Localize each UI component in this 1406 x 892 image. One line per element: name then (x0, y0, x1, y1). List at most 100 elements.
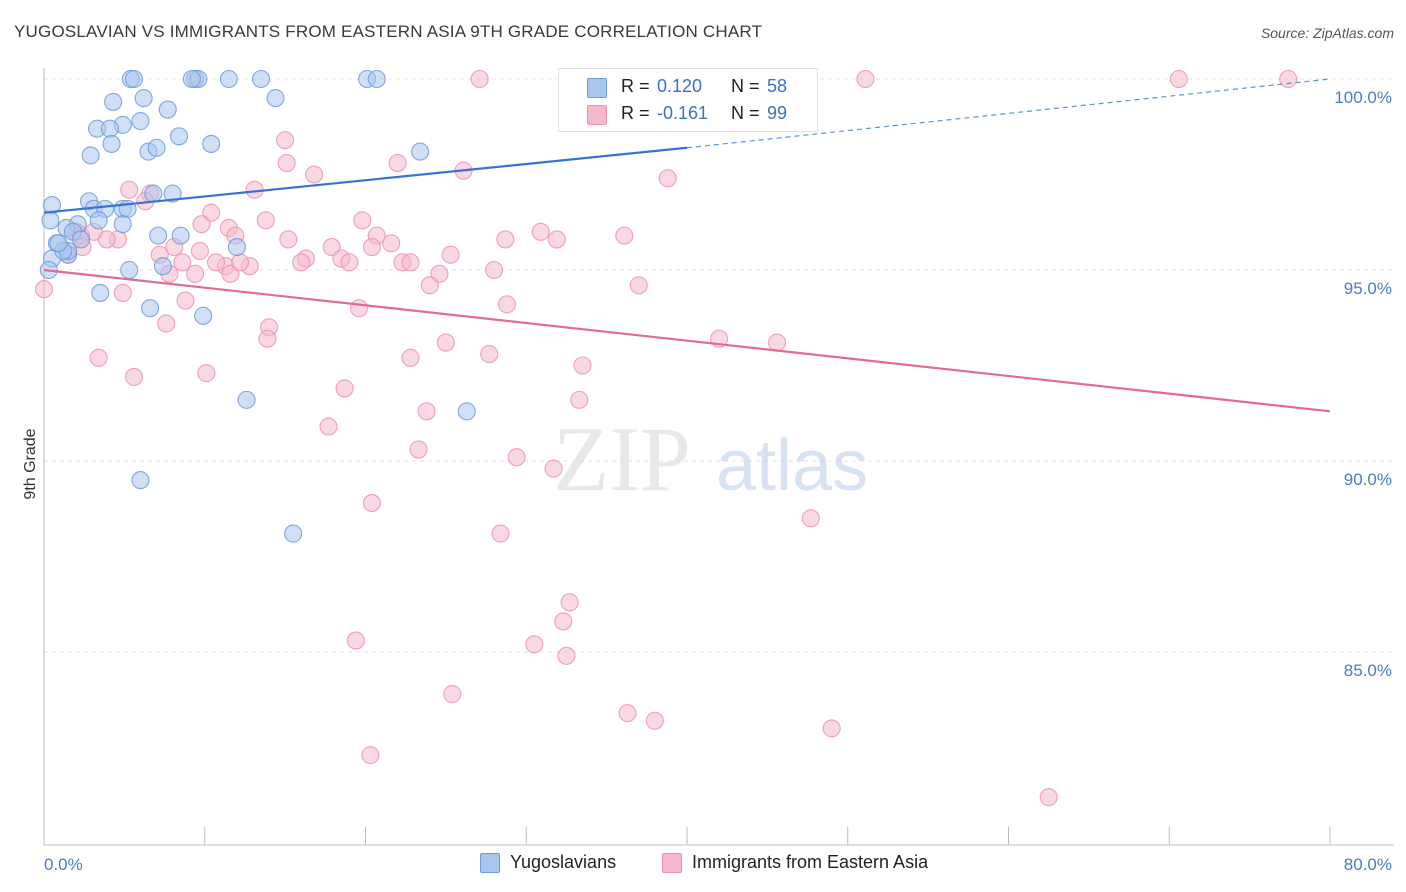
yugoslavian-point (457, 402, 476, 421)
immigrant-point (120, 180, 139, 199)
yugoslavian-point (182, 69, 201, 89)
legend-r-value: 0.120 (657, 76, 703, 96)
immigrant-point (557, 646, 576, 665)
immigrant-trend-line (43, 268, 1331, 413)
immigrant-point (1169, 69, 1188, 89)
legend-n-label: N = (731, 103, 760, 123)
legend-swatch-pink (662, 853, 682, 873)
y-tick-label: 85.0% (1344, 661, 1392, 680)
immigrant-point (547, 230, 566, 249)
immigrant-point (441, 245, 460, 264)
immigrant-point (1279, 69, 1298, 89)
yugoslavian-point (194, 306, 213, 325)
yugoslavian-point (120, 260, 139, 280)
immigrant-point (491, 524, 510, 543)
yugoslavian-point (367, 69, 386, 89)
yugoslavian-point (134, 89, 153, 108)
immigrant-point (176, 291, 195, 310)
immigrant-point (192, 215, 211, 234)
yugoslavian-point (411, 142, 430, 161)
immigrant-point (485, 260, 504, 280)
trend-lines (43, 78, 1331, 413)
yugoslavian-point (102, 134, 121, 153)
immigrant-point (560, 593, 579, 612)
yugoslavian-point (284, 524, 303, 543)
immigrant-point (525, 635, 544, 654)
yugoslavian-point (219, 69, 238, 89)
watermark: ZIP atlas (553, 408, 868, 510)
immigrant-point (436, 333, 455, 352)
immigrant-point (186, 264, 205, 283)
immigrant-point (292, 253, 311, 272)
y-axis-title: 9th Grade (22, 428, 39, 499)
yugoslavian-point (124, 69, 144, 89)
yugoslavian-point (104, 92, 123, 111)
series-yugoslavians (39, 69, 476, 543)
y-tick-label: 100.0% (1334, 88, 1392, 107)
immigrant-point (554, 612, 573, 631)
immigrant-point (206, 253, 226, 272)
legend-n-label: N = (731, 76, 760, 96)
yugoslavian-point (89, 211, 108, 230)
legend-r-label: R = (621, 76, 650, 96)
legend-swatch-blue (480, 853, 500, 873)
immigrant-point (258, 329, 277, 348)
axis-labels: 9th Grade 85.0% 90.0% 95.0% 100.0% 0.0% 80.0% (22, 88, 1392, 874)
immigrant-point (197, 364, 216, 383)
immigrant-point (388, 153, 407, 173)
immigrant-point (353, 211, 372, 230)
immigrant-point (480, 344, 499, 364)
immigrant-point (443, 684, 462, 704)
immigrant-point (1039, 788, 1058, 807)
yugoslavian-point (91, 283, 110, 302)
yugoslavian-point (149, 226, 168, 245)
immigrant-point (361, 746, 380, 765)
legend-label-yugoslavians: Yugoslavians (510, 852, 617, 872)
immigrant-point (276, 131, 295, 150)
legend-swatch-pink (587, 105, 607, 125)
yugoslavian-point (141, 299, 160, 318)
yugoslavian-point (131, 471, 150, 490)
immigrant-point (822, 719, 841, 738)
legend-label-immigrants: Immigrants from Eastern Asia (692, 852, 929, 872)
legend-r-label: R = (621, 103, 650, 123)
immigrant-point (190, 241, 209, 260)
immigrant-point (173, 253, 192, 272)
immigrant-point (570, 390, 589, 409)
gridlines (44, 78, 1394, 653)
immigrant-point (277, 153, 296, 173)
immigrant-point (34, 280, 54, 299)
immigrant-point (231, 253, 250, 272)
legend-r-value: -0.161 (657, 103, 709, 123)
immigrant-point (629, 276, 648, 295)
immigrant-point (645, 711, 664, 730)
yugoslavian-point (147, 138, 166, 157)
immigrant-point (89, 348, 108, 367)
legend-n-value: 58 (767, 76, 788, 96)
immigrant-point (507, 448, 526, 467)
immigrant-point (417, 402, 436, 421)
stats-legend: R = 0.120 N = 58 R = -0.161 N = 99 (558, 68, 818, 132)
chart-source: Source: ZipAtlas.com (1260, 25, 1394, 41)
axes (43, 68, 1394, 846)
immigrant-point (420, 276, 439, 295)
immigrant-point (340, 253, 359, 272)
immigrant-point (856, 69, 875, 89)
yugoslavian-point (171, 226, 190, 245)
yugoslavian-point (237, 390, 256, 409)
immigrant-point (362, 238, 381, 257)
immigrant-point (401, 253, 420, 272)
y-tick-label: 95.0% (1344, 279, 1392, 298)
immigrant-point (409, 440, 428, 459)
chart-title: YUGOSLAVIAN VS IMMIGRANTS FROM EASTERN A… (14, 22, 763, 41)
immigrant-point (382, 234, 401, 253)
x-tick-label: 0.0% (44, 855, 83, 874)
immigrant-point (319, 417, 338, 436)
immigrant-point (305, 165, 324, 184)
legend-n-value: 99 (767, 103, 788, 123)
immigrant-point (346, 631, 365, 650)
yugoslavian-point (131, 111, 150, 131)
watermark-zip: ZIP (553, 408, 691, 510)
yugoslavian-point (71, 230, 91, 249)
